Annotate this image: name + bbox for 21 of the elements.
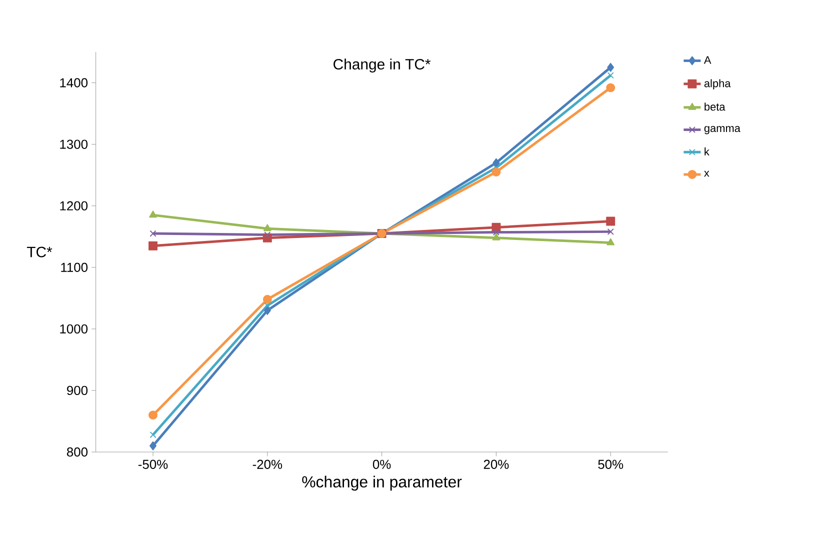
legend-label: x (704, 170, 710, 177)
x-tick-label: -50% (138, 460, 168, 469)
x-axis-title: %change in parameter (302, 476, 462, 491)
chart-title: Change in TC* (334, 58, 431, 72)
x-tick-label: 20% (484, 460, 509, 469)
x-tick-label: 50% (598, 460, 624, 469)
y-axis-title: TC* (26, 246, 52, 258)
legend-label: alpha (704, 79, 731, 90)
y-tick-label: 1200 (60, 201, 88, 210)
legend-label: beta (704, 102, 726, 111)
y-tick-label: 900 (67, 386, 88, 396)
legend-label: gamma (704, 126, 740, 134)
x-tick-label: 0% (372, 460, 391, 469)
y-tick-label: 1100 (61, 262, 88, 272)
y-tick-label: 1000 (60, 324, 88, 334)
y-tick-label: 800 (66, 447, 88, 457)
legend-label: A (704, 56, 712, 64)
legend-label: k (704, 147, 710, 156)
y-tick-label: 1300 (60, 140, 88, 149)
x-tick-label: -20% (252, 460, 282, 469)
y-tick-label: 1400 (60, 78, 88, 88)
